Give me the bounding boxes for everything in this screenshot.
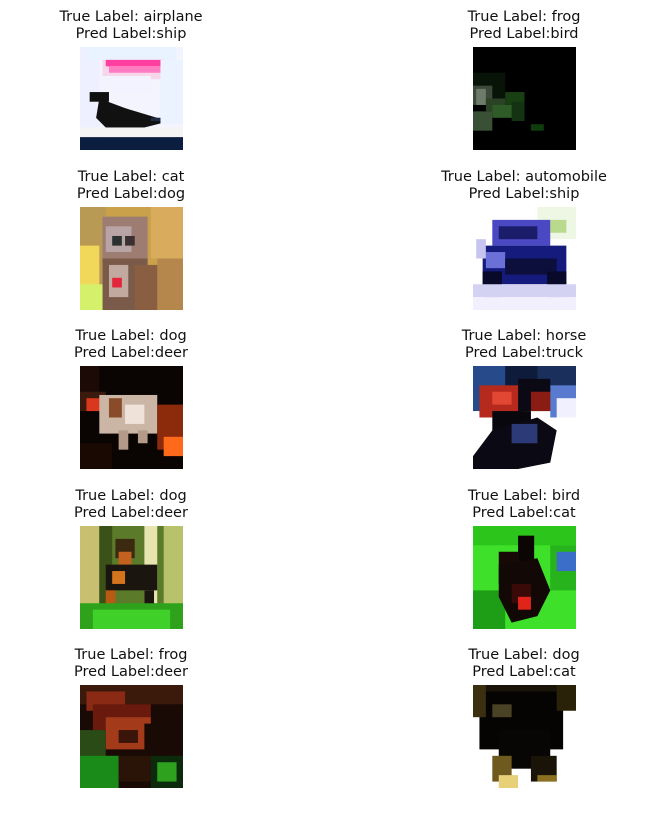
sample-tile: True Label: dog Pred Label:cat <box>434 647 614 788</box>
true-label: True Label: automobile <box>441 169 607 185</box>
pred-label: Pred Label:cat <box>472 505 576 521</box>
pred-label: Pred Label:deer <box>74 345 188 361</box>
sample-tile: True Label: automobile Pred Label:ship <box>434 169 614 310</box>
pred-label: Pred Label:deer <box>74 664 188 680</box>
sample-tile: True Label: dog Pred Label:deer <box>41 488 221 629</box>
sample-tile: True Label: dog Pred Label:deer <box>41 328 221 469</box>
sample-tile: True Label: horse Pred Label:truck <box>434 328 614 469</box>
true-label: True Label: bird <box>467 488 581 504</box>
true-label: True Label: dog <box>75 488 187 504</box>
bird-image <box>472 526 576 629</box>
true-label: True Label: frog <box>467 9 581 25</box>
pred-label: Pred Label:truck <box>464 345 584 361</box>
true-label: True Label: dog <box>75 328 187 344</box>
frog-red-image <box>79 685 183 788</box>
airplane-image <box>79 47 183 150</box>
pred-label: Pred Label:cat <box>472 664 576 680</box>
pred-label: Pred Label:ship <box>468 186 580 202</box>
dog-forest-image <box>79 526 183 629</box>
dog-image <box>79 366 183 469</box>
automobile-image <box>472 207 576 310</box>
horse-image <box>472 366 576 469</box>
frog-image <box>472 47 576 150</box>
cat-image <box>79 207 183 310</box>
pred-label: Pred Label:deer <box>74 505 188 521</box>
pred-label: Pred Label:bird <box>469 26 579 42</box>
sample-tile: True Label: frog Pred Label:deer <box>41 647 221 788</box>
pred-label: Pred Label:dog <box>76 186 186 202</box>
true-label: True Label: dog <box>468 647 580 663</box>
true-label: True Label: horse <box>461 328 587 344</box>
true-label: True Label: frog <box>74 647 188 663</box>
sample-tile: True Label: bird Pred Label:cat <box>434 488 614 629</box>
sample-tile: True Label: cat Pred Label:dog <box>41 169 221 310</box>
dog-black-image <box>472 685 576 788</box>
pred-label: Pred Label:ship <box>75 26 187 42</box>
sample-tile: True Label: airplane Pred Label:ship <box>41 9 221 150</box>
sample-tile: True Label: frog Pred Label:bird <box>434 9 614 150</box>
true-label: True Label: cat <box>77 169 185 185</box>
true-label: True Label: airplane <box>59 9 203 25</box>
